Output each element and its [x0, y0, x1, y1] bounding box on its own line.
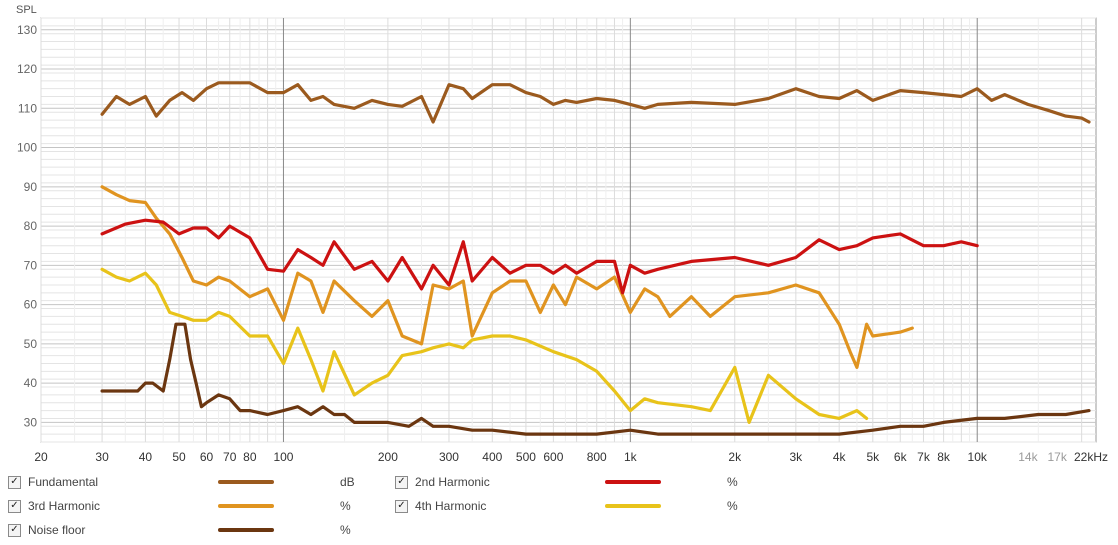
x-tick-label: 30: [95, 450, 109, 464]
x-tick-label: 3k: [790, 450, 804, 464]
series-group: [100, 81, 1091, 436]
legend-label-fundamental: Fundamental: [28, 475, 99, 489]
x-tick-label: 20: [34, 450, 48, 464]
legend-swatch-3rd-harmonic: [218, 504, 274, 508]
x-tick-label: 500: [516, 450, 536, 464]
legend-label-noise-floor: Noise floor: [28, 523, 86, 537]
legend-label-3rd-harmonic: 3rd Harmonic: [28, 499, 101, 513]
x-tick-label: 800: [587, 450, 607, 464]
checkbox-2nd-harmonic[interactable]: ✓: [395, 475, 408, 489]
x-tick-label: 22kHz: [1074, 450, 1108, 464]
y-tick-label: 60: [24, 298, 38, 312]
x-tick-label: 7k: [917, 450, 931, 464]
legend-item-fundamental[interactable]: ✓ Fundamental dB: [8, 473, 360, 491]
x-tick-label: 5k: [866, 450, 880, 464]
legend-label-2nd-harmonic: 2nd Harmonic: [415, 475, 490, 489]
x-tick-label: 1k: [624, 450, 638, 464]
x-tick-label: 14k: [1018, 450, 1038, 464]
legend-unit-noise-floor: %: [340, 523, 351, 537]
x-tick-label: 100: [273, 450, 293, 464]
x-tick-label: 8k: [937, 450, 951, 464]
checkbox-3rd-harmonic[interactable]: ✓: [8, 499, 21, 513]
series-fundamental: [100, 81, 1091, 124]
series-4th-harmonic: [100, 267, 869, 424]
x-tick-label: 200: [378, 450, 398, 464]
x-tick-label: 17k: [1047, 450, 1067, 464]
y-tick-label: 40: [24, 376, 38, 390]
legend-unit-fundamental: dB: [340, 475, 355, 489]
legend-item-4th-harmonic[interactable]: ✓ 4th Harmonic %: [395, 497, 747, 515]
series-2nd-harmonic: [100, 218, 979, 295]
x-tick-label: 40: [139, 450, 153, 464]
legend-swatch-4th-harmonic: [605, 504, 661, 508]
y-tick-label: 90: [24, 180, 38, 194]
legend-swatch-noise-floor: [218, 528, 274, 532]
axis-ticks: 30 40 50 60 70 80 90 100 110 120 130 20 30 40 50 60 70 80…: [17, 23, 1108, 464]
x-tick-label: 60: [200, 450, 214, 464]
x-tick-label: 400: [482, 450, 502, 464]
series-3rd-harmonic: [100, 185, 914, 369]
y-axis-label: SPL: [16, 4, 37, 16]
y-tick-label: 120: [17, 62, 37, 76]
legend-item-3rd-harmonic[interactable]: ✓ 3rd Harmonic %: [8, 497, 360, 515]
checkbox-4th-harmonic[interactable]: ✓: [395, 499, 408, 513]
x-tick-label: 600: [543, 450, 563, 464]
checkbox-fundamental[interactable]: ✓: [8, 475, 21, 489]
series-noise-floor: [100, 322, 1091, 436]
x-tick-label: 4k: [833, 450, 847, 464]
x-tick-label: 70: [223, 450, 237, 464]
x-tick-label: 80: [243, 450, 257, 464]
y-tick-label: 30: [24, 415, 38, 429]
x-tick-label: 50: [172, 450, 186, 464]
legend-item-2nd-harmonic[interactable]: ✓ 2nd Harmonic %: [395, 473, 747, 491]
x-tick-label: 10k: [968, 450, 988, 464]
y-tick-label: 110: [18, 101, 37, 115]
legend-unit-4th-harmonic: %: [727, 499, 738, 513]
legend-label-4th-harmonic: 4th Harmonic: [415, 499, 487, 513]
legend-unit-2nd-harmonic: %: [727, 475, 738, 489]
legend-swatch-fundamental: [218, 480, 274, 484]
x-tick-label: 6k: [894, 450, 908, 464]
checkbox-noise-floor[interactable]: ✓: [8, 523, 21, 537]
y-tick-label: 130: [17, 23, 37, 37]
x-tick-label: 300: [439, 450, 459, 464]
spl-chart: 30 40 50 60 70 80 90 100 110 120 130 20 30 40 50 60 70 80…: [16, 4, 1108, 464]
legend-unit-3rd-harmonic: %: [340, 499, 351, 513]
legend-item-noise-floor[interactable]: ✓ Noise floor %: [8, 521, 360, 539]
legend-swatch-2nd-harmonic: [605, 480, 661, 484]
y-tick-label: 100: [17, 141, 37, 155]
y-tick-label: 70: [24, 258, 38, 272]
y-tick-label: 80: [24, 219, 38, 233]
x-tick-label: 2k: [728, 450, 742, 464]
legend: ✓ Fundamental dB ✓ 3rd Harmonic % ✓ Nois…: [0, 468, 1118, 545]
y-tick-label: 50: [24, 337, 38, 351]
